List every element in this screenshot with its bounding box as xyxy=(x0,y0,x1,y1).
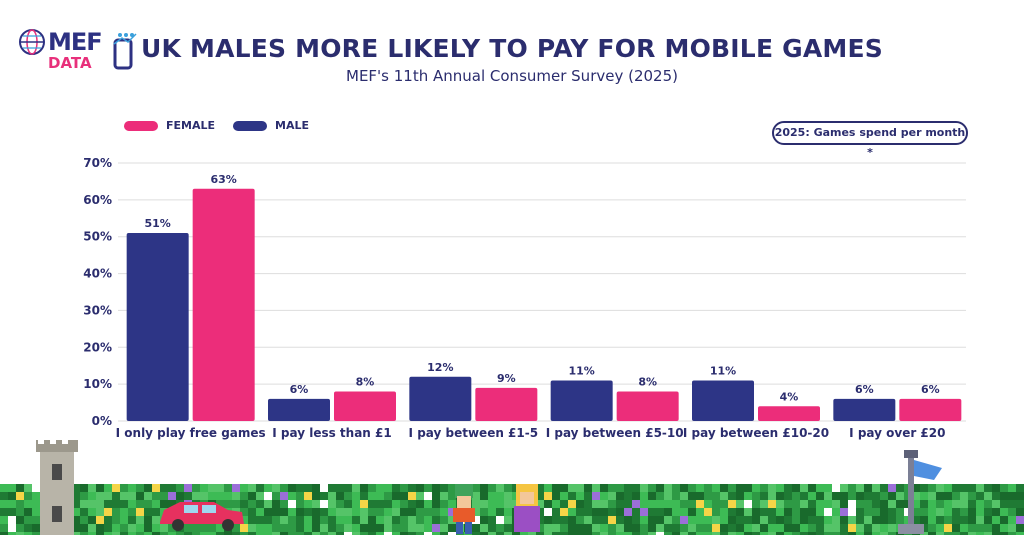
data-label: 8% xyxy=(356,376,375,389)
bar-female xyxy=(616,391,679,421)
logo-subtext: DATA xyxy=(48,54,92,72)
y-tick-label: 30% xyxy=(83,303,112,317)
y-tick-label: 40% xyxy=(83,267,112,281)
y-tick-label: 70% xyxy=(83,156,112,170)
legend-item-male: MALE xyxy=(233,119,309,132)
data-label: 6% xyxy=(290,383,309,396)
legend-swatch-male xyxy=(233,120,268,131)
bar-male xyxy=(268,398,330,421)
male-character-icon xyxy=(453,484,475,534)
grass-decoration xyxy=(0,484,1024,535)
chart-subtitle: MEF's 11th Annual Consumer Survey (2025) xyxy=(346,67,678,85)
bar-male xyxy=(550,380,613,421)
car-icon xyxy=(160,502,244,531)
data-label: 6% xyxy=(855,383,874,396)
legend-swatch-female xyxy=(124,120,158,131)
y-tick-label: 50% xyxy=(83,230,112,244)
data-label: 63% xyxy=(210,173,236,186)
data-label: 51% xyxy=(144,217,170,230)
chart-title: UK MALES MORE LIKELY TO PAY FOR MOBILE G… xyxy=(141,34,883,63)
data-label: 12% xyxy=(427,361,453,374)
x-category-label: I pay less than £1 xyxy=(272,426,391,440)
legend: FEMALE MALE xyxy=(124,119,327,132)
bar-female xyxy=(334,391,396,421)
y-tick-label: 0% xyxy=(92,414,112,428)
y-tick-label: 20% xyxy=(83,340,112,354)
x-category-label: I only play free games xyxy=(116,426,266,440)
x-category-label: I pay over £20 xyxy=(849,426,945,440)
bar-female xyxy=(475,387,538,421)
games-spend-badge: 2025: Games spend per month * xyxy=(772,121,968,159)
data-label: 11% xyxy=(710,364,736,377)
bar-female xyxy=(192,188,255,421)
data-label: 11% xyxy=(568,364,594,377)
phone-icon xyxy=(113,33,137,70)
legend-label-male: MALE xyxy=(275,119,309,132)
y-tick-label: 60% xyxy=(83,193,112,207)
data-label: 4% xyxy=(780,390,799,403)
mef-data-logo: MEF DATA xyxy=(16,18,146,78)
castle-tower-icon xyxy=(36,440,78,535)
bar-male xyxy=(692,380,754,421)
data-label: 9% xyxy=(497,372,516,385)
x-category-label: I pay between £10-20 xyxy=(683,426,829,440)
logo-text: MEF xyxy=(48,28,103,56)
data-label: 6% xyxy=(921,383,940,396)
globe-icon xyxy=(19,29,45,55)
bar-female xyxy=(758,406,820,421)
legend-item-female: FEMALE xyxy=(124,119,215,132)
bar-male xyxy=(833,398,896,421)
pixel-art-scenery xyxy=(0,440,1024,535)
bar-female xyxy=(899,398,962,421)
female-character-icon xyxy=(514,484,540,532)
bar-male xyxy=(126,233,189,421)
legend-label-female: FEMALE xyxy=(166,119,216,132)
bar-male xyxy=(409,376,472,421)
y-tick-label: 10% xyxy=(83,377,112,391)
data-label: 8% xyxy=(638,376,657,389)
x-category-label: I pay between £5-10 xyxy=(546,426,684,440)
flag-icon xyxy=(898,450,942,534)
x-category-label: I pay between £1-5 xyxy=(409,426,539,440)
